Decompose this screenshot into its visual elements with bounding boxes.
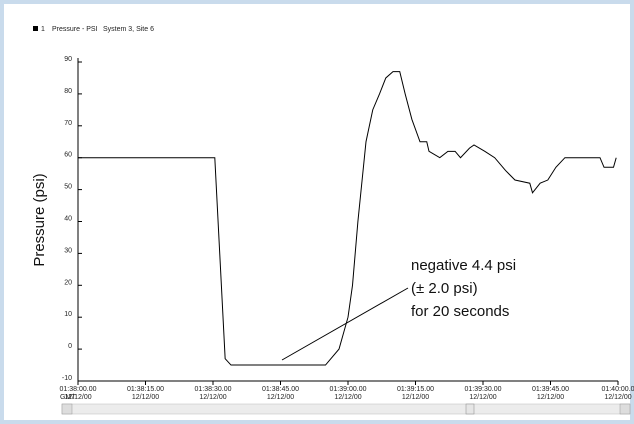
data-line — [78, 71, 617, 366]
x-tick-date: 12/12/00 — [64, 394, 91, 401]
y-tick-label: 50 — [64, 184, 72, 191]
y-tick-label: 80 — [64, 88, 72, 95]
x-tick-date: 12/12/00 — [132, 394, 159, 401]
x-tick-date: 12/12/00 — [199, 394, 226, 401]
x-tick-date: 12/12/00 — [402, 394, 429, 401]
y-tick-label: 10 — [64, 311, 72, 318]
annotation: negative 4.4 psi — [411, 257, 516, 274]
x-tick-date: 12/12/00 — [334, 394, 361, 401]
x-tick-date: 12/12/00 — [537, 394, 564, 401]
x-tick-label: 01:38:45.00 — [262, 386, 299, 393]
x-tick-label: 01:39:45.00 — [532, 386, 569, 393]
x-tick-date: 12/12/00 — [469, 394, 496, 401]
scroll-thumb[interactable] — [465, 403, 475, 415]
annotation: (± 2.0 psi) — [411, 280, 478, 297]
x-tick-date: 12/12/00 — [604, 394, 631, 401]
scroll-left[interactable] — [61, 403, 73, 415]
legend-swatch — [33, 26, 38, 31]
x-tick-label: 01:39:30.00 — [465, 386, 502, 393]
legend-index: 1 — [41, 26, 45, 33]
x-tick-label: 01:38:00.00 — [60, 386, 97, 393]
x-prefix: GMT — [60, 394, 76, 401]
y-tick-label: -10 — [62, 375, 72, 382]
y-axis-label: Pressure (psi) — [31, 173, 48, 266]
y-tick-label: 60 — [64, 152, 72, 159]
scroll-right[interactable] — [619, 403, 631, 415]
x-tick-label: 01:38:30.00 — [195, 386, 232, 393]
y-tick-label: 0 — [68, 343, 72, 350]
y-tick-label: 70 — [64, 120, 72, 127]
y-tick-label: 40 — [64, 216, 72, 223]
x-tick-label: 01:39:00.00 — [330, 386, 367, 393]
annotation-pointer — [281, 287, 409, 361]
x-tick-label: 01:40:00.0 — [601, 386, 634, 393]
legend-site: System 3, Site 6 — [103, 26, 154, 33]
y-tick-label: 90 — [64, 56, 72, 63]
legend-name: Pressure - PSI — [52, 26, 98, 33]
x-tick-label: 01:39:15.00 — [397, 386, 434, 393]
x-tick-label: 01:38:15.00 — [127, 386, 164, 393]
panel — [4, 4, 630, 420]
annotation: for 20 seconds — [411, 303, 509, 320]
y-tick-label: 30 — [64, 247, 72, 254]
y-tick-label: 20 — [64, 279, 72, 286]
x-tick-date: 12/12/00 — [267, 394, 294, 401]
scrollbar[interactable] — [61, 403, 631, 415]
